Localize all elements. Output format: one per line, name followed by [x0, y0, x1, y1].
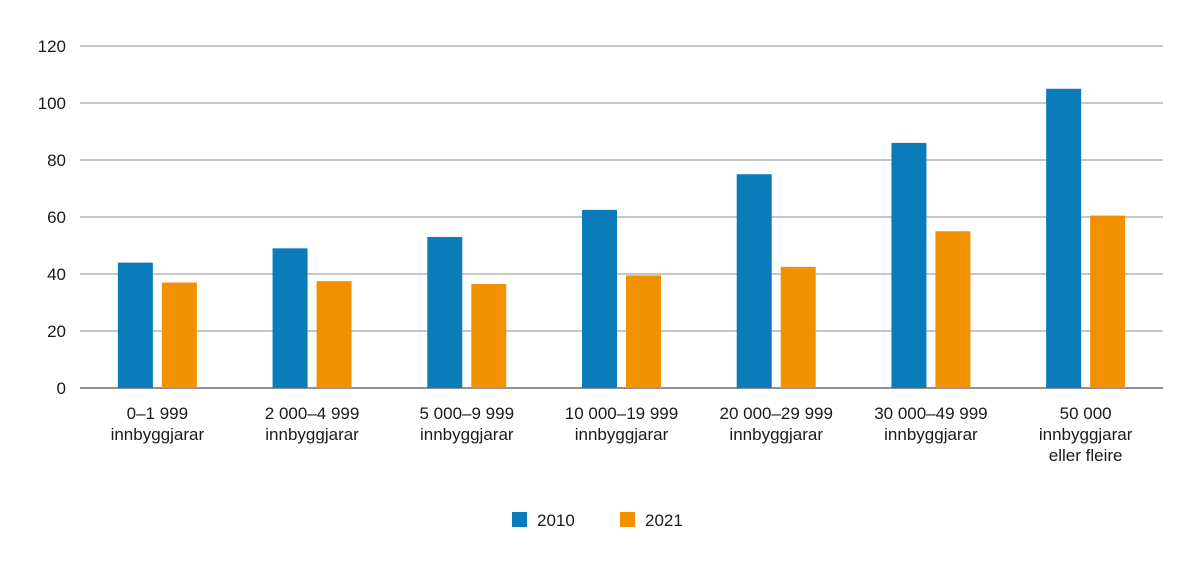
- y-tick-label: 80: [47, 151, 66, 170]
- gridlines: [80, 45, 1163, 389]
- x-category-label-line: 0–1 999: [127, 404, 188, 423]
- bar-2010: [891, 142, 927, 388]
- bar-2021: [780, 266, 816, 388]
- bar-2010: [272, 248, 308, 388]
- bar-2021: [1090, 215, 1126, 388]
- bar-2010: [736, 174, 772, 388]
- x-category-label: 50 000 innbyggjarar eller fleire: [1039, 404, 1133, 465]
- y-tick-label: 40: [47, 265, 66, 284]
- x-category-label-line: 2 000–4 999: [265, 404, 360, 423]
- legend-label: 2021: [645, 511, 683, 530]
- x-category-label-line: innbyggjarar: [729, 425, 823, 444]
- x-category-label: 0–1 999 innbyggjarar: [111, 404, 205, 444]
- bar-2010: [117, 262, 153, 388]
- legend: 2010 2021: [512, 511, 683, 530]
- x-category-label-line: innbyggjarar: [420, 425, 514, 444]
- x-category-label-line: 10 000–19 999: [565, 404, 678, 423]
- bar-2021: [935, 231, 971, 388]
- x-category-label-line: innbyggjarar: [111, 425, 205, 444]
- x-category-label: 10 000–19 999 innbyggjarar: [565, 404, 678, 444]
- x-category-label-line: innbyggjarar: [884, 425, 978, 444]
- y-tick-label: 60: [47, 208, 66, 227]
- bars: [117, 88, 1126, 388]
- y-tick-label: 100: [38, 94, 66, 113]
- x-category-label: 20 000–29 999 innbyggjarar: [719, 404, 832, 444]
- bar-2010: [582, 209, 617, 388]
- x-category-label-line: 30 000–49 999: [874, 404, 987, 423]
- y-tick-label: 120: [38, 37, 66, 56]
- x-category-label-line: eller fleire: [1049, 446, 1123, 465]
- x-category-label: 2 000–4 999 innbyggjarar: [265, 404, 360, 444]
- bar-2021: [626, 275, 661, 388]
- x-category-label: 5 000–9 999 innbyggjarar: [420, 404, 515, 444]
- bar-2021: [316, 281, 352, 388]
- x-category-label-line: 50 000: [1060, 404, 1112, 423]
- y-tick-label: 20: [47, 322, 66, 341]
- x-category-label-line: innbyggjarar: [1039, 425, 1133, 444]
- x-category-label: 30 000–49 999 innbyggjarar: [874, 404, 987, 444]
- y-axis-tick-labels: 0 20 40 60 80 100 120: [38, 37, 66, 398]
- bar-2021: [161, 282, 197, 388]
- bar-2010: [1046, 88, 1082, 388]
- legend-swatch-2021: [620, 512, 635, 527]
- x-category-label-line: 5 000–9 999: [420, 404, 515, 423]
- x-category-label-line: innbyggjarar: [575, 425, 669, 444]
- bar-2010: [427, 236, 463, 388]
- legend-swatch-2010: [512, 512, 527, 527]
- bar-2021: [471, 283, 507, 388]
- x-category-label-line: innbyggjarar: [265, 425, 359, 444]
- x-axis-category-labels: 0–1 999 innbyggjarar 2 000–4 999 innbyggjar…: [111, 404, 1133, 465]
- x-category-label-line: 20 000–29 999: [719, 404, 832, 423]
- legend-label: 2010: [537, 511, 575, 530]
- y-tick-label: 0: [57, 379, 66, 398]
